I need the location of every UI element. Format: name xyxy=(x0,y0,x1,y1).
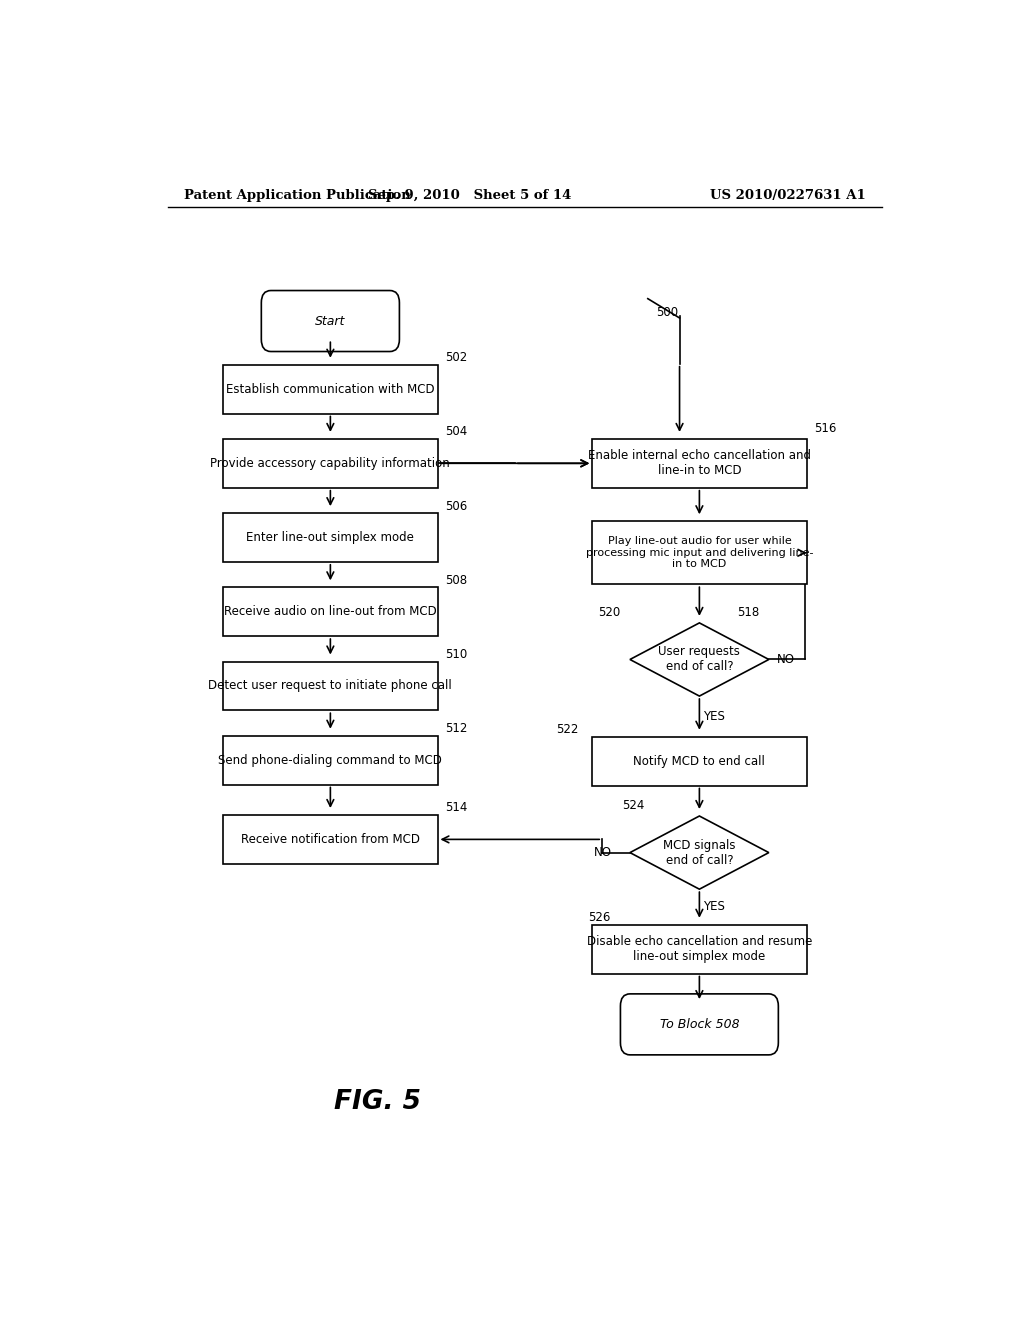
Text: Notify MCD to end call: Notify MCD to end call xyxy=(634,755,765,768)
Text: 520: 520 xyxy=(598,606,621,619)
FancyBboxPatch shape xyxy=(592,440,807,487)
Text: 516: 516 xyxy=(814,422,837,436)
Text: NO: NO xyxy=(594,846,612,859)
Polygon shape xyxy=(630,816,769,890)
FancyBboxPatch shape xyxy=(223,814,437,863)
Text: 510: 510 xyxy=(445,648,468,661)
Polygon shape xyxy=(630,623,769,696)
Text: YES: YES xyxy=(703,900,725,913)
Text: MCD signals
end of call?: MCD signals end of call? xyxy=(664,838,735,867)
Text: Enable internal echo cancellation and
line-in to MCD: Enable internal echo cancellation and li… xyxy=(588,449,811,478)
FancyBboxPatch shape xyxy=(223,513,437,562)
FancyBboxPatch shape xyxy=(592,925,807,974)
Text: Sep. 9, 2010   Sheet 5 of 14: Sep. 9, 2010 Sheet 5 of 14 xyxy=(368,189,571,202)
FancyBboxPatch shape xyxy=(223,735,437,784)
Text: 506: 506 xyxy=(445,499,468,512)
FancyBboxPatch shape xyxy=(223,440,437,487)
Text: To Block 508: To Block 508 xyxy=(659,1018,739,1031)
Text: 514: 514 xyxy=(445,801,468,814)
Text: FIG. 5: FIG. 5 xyxy=(335,1089,422,1114)
Text: Enter line-out simplex mode: Enter line-out simplex mode xyxy=(247,531,415,544)
Text: NO: NO xyxy=(777,653,795,667)
Text: 526: 526 xyxy=(588,911,610,924)
FancyBboxPatch shape xyxy=(592,737,807,785)
Text: Detect user request to initiate phone call: Detect user request to initiate phone ca… xyxy=(209,680,453,693)
Text: Patent Application Publication: Patent Application Publication xyxy=(183,189,411,202)
Text: User requests
end of call?: User requests end of call? xyxy=(658,645,740,673)
Text: Receive notification from MCD: Receive notification from MCD xyxy=(241,833,420,846)
FancyBboxPatch shape xyxy=(223,364,437,413)
Text: Start: Start xyxy=(315,314,345,327)
Text: Disable echo cancellation and resume
line-out simplex mode: Disable echo cancellation and resume lin… xyxy=(587,935,812,964)
FancyBboxPatch shape xyxy=(223,661,437,710)
Text: 518: 518 xyxy=(737,606,760,619)
Text: 524: 524 xyxy=(622,800,644,812)
Text: 512: 512 xyxy=(445,722,468,735)
FancyBboxPatch shape xyxy=(261,290,399,351)
Text: Play line-out audio for user while
processing mic input and delivering line-
in : Play line-out audio for user while proce… xyxy=(586,536,813,569)
FancyBboxPatch shape xyxy=(223,587,437,636)
Text: Send phone-dialing command to MCD: Send phone-dialing command to MCD xyxy=(218,754,442,767)
Text: US 2010/0227631 A1: US 2010/0227631 A1 xyxy=(711,189,866,202)
Text: 500: 500 xyxy=(655,306,678,319)
Text: 502: 502 xyxy=(445,351,468,364)
Text: 508: 508 xyxy=(445,574,468,586)
Text: Receive audio on line-out from MCD: Receive audio on line-out from MCD xyxy=(224,605,437,618)
FancyBboxPatch shape xyxy=(592,521,807,585)
Text: Provide accessory capability information: Provide accessory capability information xyxy=(211,457,451,470)
Text: 504: 504 xyxy=(445,425,468,438)
Text: 522: 522 xyxy=(556,723,579,737)
Text: Establish communication with MCD: Establish communication with MCD xyxy=(226,383,434,396)
FancyBboxPatch shape xyxy=(621,994,778,1055)
Text: YES: YES xyxy=(703,710,725,723)
